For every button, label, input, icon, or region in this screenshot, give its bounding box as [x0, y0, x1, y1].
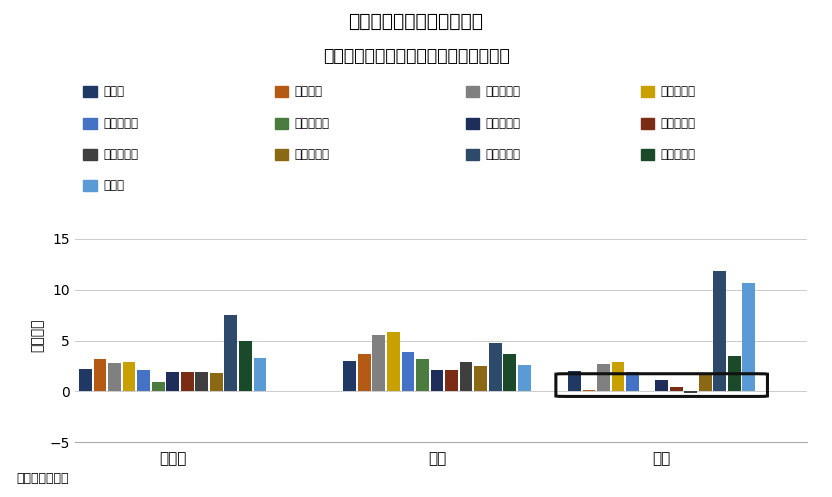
Text: ～１９歳: ～１９歳 [295, 85, 323, 98]
Bar [685, 392, 697, 394]
Bar [699, 373, 711, 392]
Text: ６５～６９: ６５～６９ [661, 148, 696, 161]
Bar [225, 315, 237, 392]
Bar [166, 372, 179, 392]
Bar [181, 372, 194, 392]
Bar [474, 366, 487, 392]
Y-axis label: 前年比％: 前年比％ [30, 319, 44, 352]
Bar [196, 372, 208, 392]
Bar [137, 370, 150, 392]
Bar [79, 369, 92, 392]
Bar [459, 362, 473, 392]
Bar [239, 340, 252, 392]
Text: ４５～４９: ４５～４９ [661, 117, 696, 130]
Text: ５５～５９: ５５～５９ [295, 148, 329, 161]
Bar [93, 359, 106, 392]
Text: ～上がっていない大卒ロスジェネ世代～: ～上がっていない大卒ロスジェネ世代～ [323, 47, 509, 65]
Bar [151, 382, 165, 392]
Text: ６０～６４: ６０～６４ [486, 148, 521, 161]
Bar [254, 358, 266, 392]
Bar [597, 364, 610, 392]
Text: ５０～５４: ５０～５４ [103, 148, 138, 161]
Text: 年齢階級学歴別所定内給与: 年齢階級学歴別所定内給与 [349, 12, 483, 31]
Bar [503, 354, 516, 392]
Bar [670, 387, 682, 392]
Text: ２５～２９: ２５～２９ [661, 85, 696, 98]
Bar [416, 359, 428, 392]
Bar [488, 342, 502, 392]
Text: ３５～３９: ３５～３９ [295, 117, 329, 130]
Bar [626, 372, 639, 392]
Bar [122, 362, 136, 392]
Bar [713, 271, 726, 392]
Text: ４０～４４: ４０～４４ [486, 117, 521, 130]
Bar [582, 391, 596, 392]
Text: ７０～: ７０～ [103, 179, 124, 192]
Bar [656, 380, 668, 392]
Bar [612, 362, 625, 392]
Bar [387, 332, 400, 392]
Bar [108, 363, 121, 392]
Bar [344, 361, 356, 392]
Bar [210, 373, 223, 392]
Bar [445, 370, 458, 392]
Text: （出所）厚労省: （出所）厚労省 [17, 472, 69, 485]
Bar [431, 370, 443, 392]
Bar [358, 354, 371, 392]
Bar [518, 365, 531, 392]
Text: ２０～２４: ２０～２４ [486, 85, 521, 98]
Bar [641, 391, 653, 392]
Bar [402, 352, 414, 392]
Bar [728, 356, 740, 392]
Text: 年齢計: 年齢計 [103, 85, 124, 98]
Bar [742, 283, 755, 392]
Bar [568, 371, 581, 392]
Bar [373, 335, 385, 392]
Text: ３０～３４: ３０～３４ [103, 117, 138, 130]
